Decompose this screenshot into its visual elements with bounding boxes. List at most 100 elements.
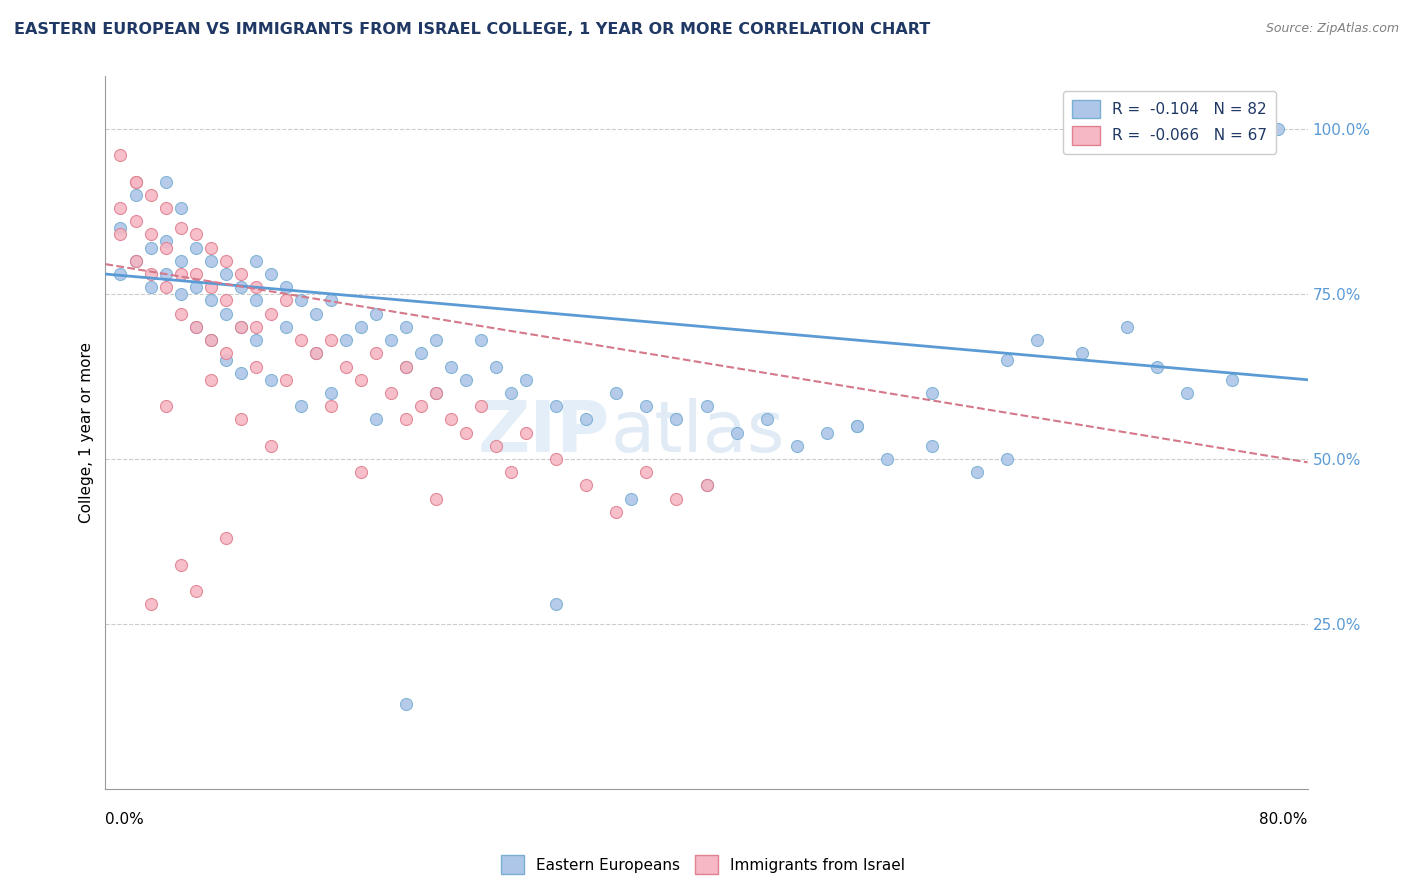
Point [319, 333, 342, 347]
Point [200, 253, 222, 268]
Point [696, 399, 718, 413]
Point [139, 267, 162, 281]
Point [454, 373, 477, 387]
Point [200, 293, 222, 308]
Point [169, 286, 191, 301]
Point [335, 359, 357, 374]
Point [274, 319, 297, 334]
Point [124, 214, 146, 228]
Point [110, 267, 132, 281]
Point [546, 452, 568, 467]
Point [245, 333, 267, 347]
Point [169, 558, 191, 572]
Point [425, 491, 447, 506]
Point [200, 280, 222, 294]
Point [425, 386, 447, 401]
Point [995, 353, 1018, 368]
Point [124, 187, 146, 202]
Point [245, 319, 267, 334]
Text: Source: ZipAtlas.com: Source: ZipAtlas.com [1265, 22, 1399, 36]
Point [214, 267, 236, 281]
Point [395, 697, 418, 711]
Point [169, 253, 191, 268]
Point [155, 175, 177, 189]
Point [139, 241, 162, 255]
Point [815, 425, 838, 440]
Point [1071, 346, 1094, 360]
Point [575, 478, 598, 492]
Point [454, 425, 477, 440]
Point [364, 346, 387, 360]
Point [350, 373, 373, 387]
Point [110, 201, 132, 215]
Point [319, 399, 342, 413]
Point [575, 412, 598, 426]
Point [395, 412, 418, 426]
Point [665, 412, 688, 426]
Point [290, 399, 312, 413]
Point [139, 280, 162, 294]
Point [184, 319, 207, 334]
Text: atlas: atlas [610, 398, 785, 467]
Point [696, 478, 718, 492]
Point [921, 386, 943, 401]
Point [1175, 386, 1198, 401]
Point [335, 333, 357, 347]
Point [139, 187, 162, 202]
Point [425, 386, 447, 401]
Point [169, 267, 191, 281]
Text: EASTERN EUROPEAN VS IMMIGRANTS FROM ISRAEL COLLEGE, 1 YEAR OR MORE CORRELATION C: EASTERN EUROPEAN VS IMMIGRANTS FROM ISRA… [14, 22, 931, 37]
Point [184, 319, 207, 334]
Point [214, 293, 236, 308]
Point [364, 307, 387, 321]
Point [155, 234, 177, 248]
Point [515, 425, 537, 440]
Point [1146, 359, 1168, 374]
Point [260, 267, 283, 281]
Point [845, 419, 868, 434]
Point [184, 267, 207, 281]
Point [214, 532, 236, 546]
Point [260, 373, 283, 387]
Point [425, 333, 447, 347]
Point [845, 419, 868, 434]
Point [124, 253, 146, 268]
Point [155, 399, 177, 413]
Point [169, 220, 191, 235]
Point [409, 399, 432, 413]
Point [124, 175, 146, 189]
Point [395, 359, 418, 374]
Point [305, 346, 328, 360]
Point [229, 319, 252, 334]
Point [319, 386, 342, 401]
Point [200, 373, 222, 387]
Point [305, 307, 328, 321]
Point [605, 505, 627, 519]
Point [696, 478, 718, 492]
Point [229, 280, 252, 294]
Point [620, 491, 643, 506]
Point [214, 253, 236, 268]
Point [184, 227, 207, 242]
Point [290, 333, 312, 347]
Point [155, 201, 177, 215]
Point [274, 293, 297, 308]
Point [184, 280, 207, 294]
Point [200, 333, 222, 347]
Point [440, 412, 463, 426]
Point [155, 241, 177, 255]
Point [1026, 333, 1049, 347]
Text: 80.0%: 80.0% [1260, 812, 1308, 827]
Point [470, 399, 492, 413]
Point [350, 319, 373, 334]
Point [380, 386, 402, 401]
Point [245, 359, 267, 374]
Point [501, 465, 523, 479]
Point [755, 412, 778, 426]
Point [395, 319, 418, 334]
Point [184, 584, 207, 599]
Point [966, 465, 988, 479]
Point [214, 307, 236, 321]
Point [319, 293, 342, 308]
Point [876, 452, 898, 467]
